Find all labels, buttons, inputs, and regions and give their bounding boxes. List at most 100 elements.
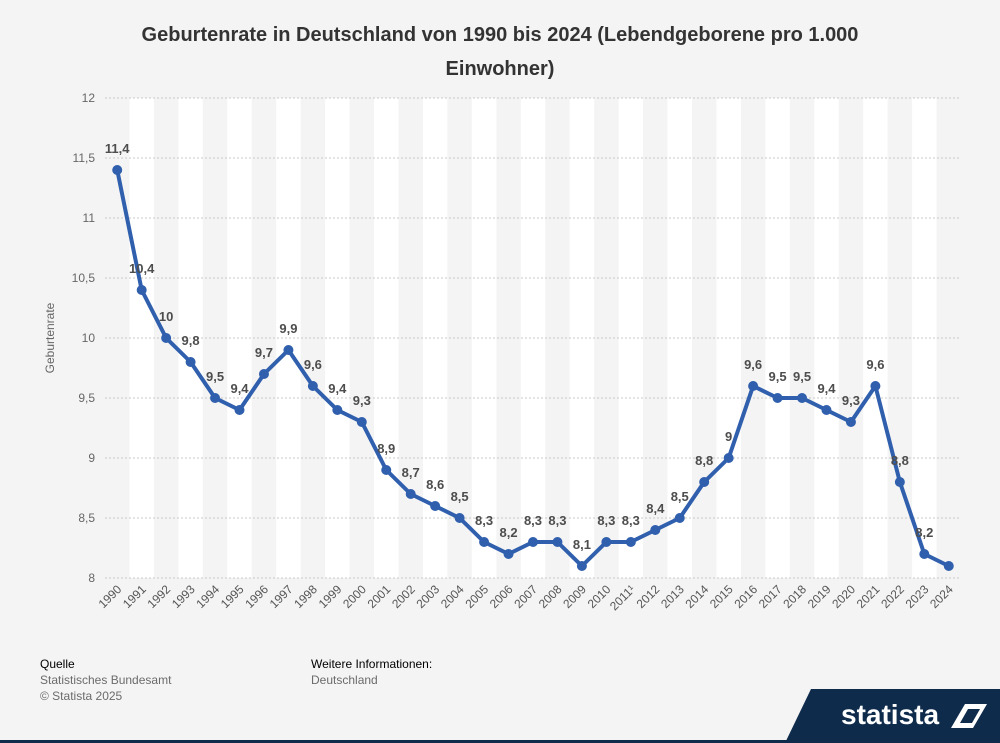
column-band	[276, 98, 301, 578]
data-point	[625, 537, 636, 547]
data-label: 9	[725, 429, 732, 444]
line-chart: 88,599,51010,51111,512Geburtenrate199019…	[43, 91, 961, 613]
x-tick-label: 1996	[242, 582, 271, 611]
data-point	[919, 549, 930, 559]
brand-wordmark: statista	[841, 699, 940, 730]
footer-rule	[0, 740, 1000, 743]
column-band	[716, 98, 741, 578]
data-point	[870, 381, 881, 391]
data-label: 8,5	[451, 489, 469, 504]
data-point	[748, 381, 759, 391]
x-tick-label: 2007	[511, 582, 540, 611]
y-axis-label: Geburtenrate	[43, 302, 57, 373]
column-band	[422, 98, 448, 578]
x-tick-label: 2024	[927, 582, 956, 611]
x-tick-label: 2013	[658, 582, 687, 611]
y-tick-label: 11,5	[73, 151, 96, 165]
data-label: 9,7	[255, 345, 273, 360]
data-point	[258, 369, 269, 379]
x-tick-label: 2015	[707, 582, 736, 611]
y-tick-label: 9,5	[78, 391, 95, 405]
x-tick-label: 1998	[291, 582, 320, 611]
data-point	[772, 393, 783, 403]
data-label: 9,6	[744, 357, 762, 372]
source-line[interactable]: Statistisches Bundesamt	[40, 673, 172, 687]
data-point	[528, 537, 538, 547]
statista-icon	[951, 704, 987, 728]
data-point	[112, 165, 123, 175]
x-tick-label: 1993	[169, 582, 198, 611]
data-label: 8,3	[475, 513, 493, 528]
x-tick-label: 1995	[218, 582, 247, 611]
x-tick-label: 2022	[878, 582, 907, 611]
data-point	[210, 393, 221, 403]
data-point	[576, 561, 587, 571]
data-point	[136, 285, 147, 295]
x-tick-label: 2001	[365, 582, 394, 611]
x-tick-label: 1994	[193, 582, 222, 611]
data-point	[699, 477, 710, 487]
data-label: 8,8	[695, 453, 713, 468]
y-tick-label: 12	[82, 91, 96, 105]
y-tick-label: 8,5	[78, 511, 95, 525]
data-label: 8,2	[500, 525, 518, 540]
data-point	[332, 405, 343, 415]
x-tick-label: 1992	[144, 582, 173, 611]
data-label: 8,2	[915, 525, 933, 540]
x-tick-label: 2018	[780, 582, 809, 611]
data-point	[307, 381, 318, 391]
info-block: Weitere Informationen: Deutschland	[311, 656, 432, 688]
data-label: 9,5	[769, 369, 787, 384]
x-tick-label: 2004	[438, 582, 467, 611]
x-tick-label: 2008	[536, 582, 565, 611]
column-band	[667, 98, 692, 578]
data-point	[894, 477, 905, 487]
y-tick-label: 11	[83, 211, 96, 225]
data-label: 9,8	[182, 333, 200, 348]
x-tick-label: 1990	[96, 582, 125, 611]
source-block: Quelle Statistisches Bundesamt © Statist…	[40, 656, 171, 704]
data-point	[821, 405, 832, 415]
data-label: 9,5	[206, 369, 224, 384]
data-label: 8,7	[402, 465, 420, 480]
statista-logo[interactable]: statista	[785, 689, 1000, 743]
data-point	[356, 417, 367, 427]
x-tick-label: 2005	[462, 582, 491, 611]
data-point	[723, 453, 734, 463]
x-tick-label: 2020	[829, 582, 858, 611]
data-point	[601, 537, 612, 547]
data-point	[185, 357, 196, 367]
data-label: 9,6	[866, 357, 884, 372]
data-point	[283, 345, 294, 355]
data-label: 8,3	[597, 513, 615, 528]
x-tick-label: 2002	[389, 582, 418, 611]
x-tick-label: 2017	[756, 582, 785, 611]
data-point	[650, 525, 661, 535]
source-heading: Quelle	[40, 657, 75, 671]
data-label: 9,4	[230, 381, 249, 396]
y-tick-label: 8	[88, 571, 95, 585]
data-label: 8,3	[548, 513, 566, 528]
data-label: 8,5	[671, 489, 689, 504]
x-tick-label: 2006	[487, 582, 516, 611]
data-label: 9,6	[304, 357, 322, 372]
data-point	[454, 513, 465, 523]
x-tick-label: 1991	[120, 582, 149, 611]
x-tick-label: 1999	[316, 582, 345, 611]
x-tick-label: 2014	[683, 582, 712, 611]
data-label: 9,9	[279, 321, 297, 336]
data-point	[430, 501, 441, 511]
data-label: 9,5	[793, 369, 811, 384]
data-label: 11,4	[105, 141, 130, 156]
data-label: 8,4	[646, 501, 665, 516]
data-point	[381, 465, 392, 475]
data-label: 9,3	[842, 393, 860, 408]
data-point	[943, 561, 954, 571]
data-label: 10,4	[129, 261, 155, 276]
x-tick-label: 2019	[805, 582, 834, 611]
data-point	[845, 417, 856, 427]
x-tick-label: 2012	[634, 582, 663, 611]
data-point	[552, 537, 563, 547]
data-point	[479, 537, 490, 547]
x-tick-label: 2003	[414, 582, 443, 611]
